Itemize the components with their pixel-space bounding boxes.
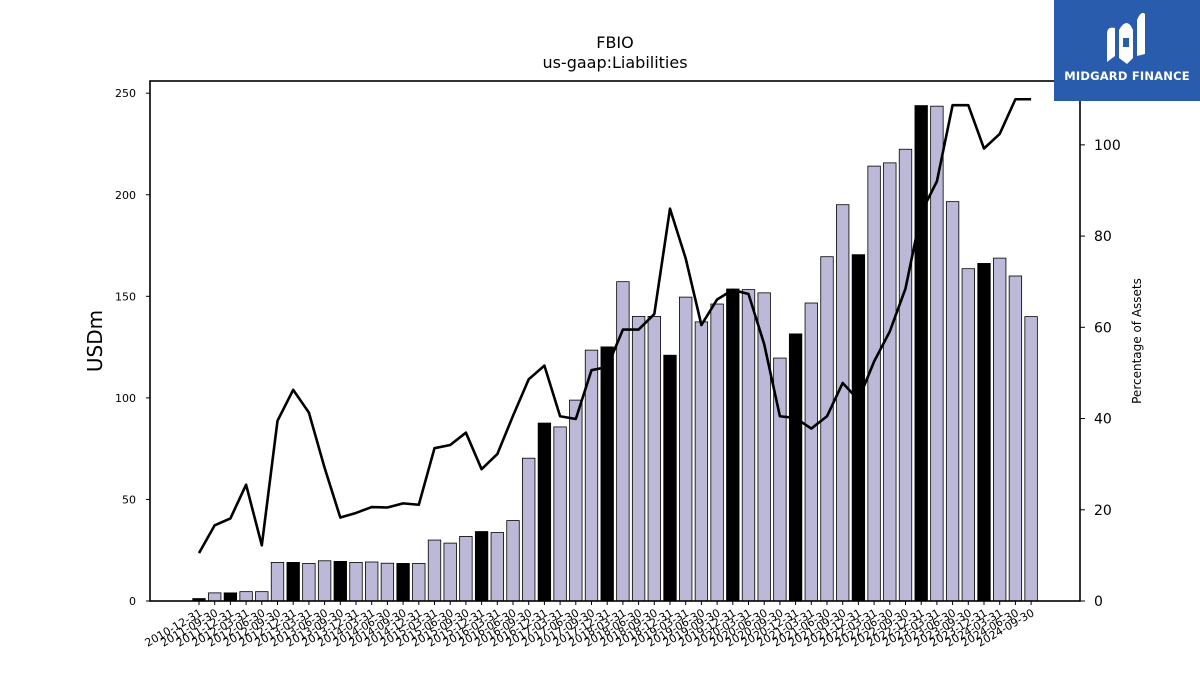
bar-2019-06-30 <box>694 321 709 602</box>
bar-2020-03-31 <box>741 289 756 602</box>
y2-tick-label: 40 <box>1094 412 1112 428</box>
y-tick-label: 50 <box>122 493 136 506</box>
bar-2011-12-31 <box>223 592 238 602</box>
bar-2015-06-30 <box>443 542 457 602</box>
brand-name: MIDGARD FINANCE <box>1064 69 1190 83</box>
bar-series <box>192 105 1038 602</box>
bar-2012-06-30 <box>255 591 269 602</box>
bar-2015-12-31 <box>474 531 489 602</box>
midgard-logo-icon <box>1107 12 1145 64</box>
bar-2024-09-30 <box>1024 316 1038 602</box>
bar-2022-03-31 <box>867 165 881 602</box>
bar-2022-06-30 <box>883 162 897 602</box>
left-axis-ticks: 0 50 100 150 200 250 <box>115 87 150 608</box>
chart-title: FBIO <box>596 33 634 52</box>
bar-2018-09-30 <box>647 316 661 602</box>
bar-2016-06-30 <box>506 520 520 602</box>
bar-2012-03-31 <box>239 591 253 602</box>
bar-2022-12-31 <box>914 105 928 602</box>
y-axis-label: USDm <box>83 310 107 372</box>
y-tick-label: 0 <box>129 595 136 608</box>
bar-2020-12-31 <box>788 333 803 602</box>
bar-2016-09-30 <box>522 457 536 602</box>
line-series <box>197 97 1032 554</box>
x-axis-ticks: 2010-12-312011-09-302011-12-312012-03-31… <box>143 601 1037 650</box>
bar-2014-06-30 <box>380 562 395 602</box>
bar-2014-03-31 <box>365 561 379 602</box>
bar-2012-12-31 <box>286 562 300 602</box>
bar-2013-09-30 <box>333 560 347 602</box>
bar-2014-09-30 <box>396 563 410 602</box>
bar-2012-09-30 <box>270 562 285 602</box>
right-axis-ticks: 0 20 40 60 80 100 <box>1080 138 1121 610</box>
y2-tick-label: 80 <box>1094 229 1112 245</box>
bar-2016-03-31 <box>490 532 504 602</box>
bar-2014-12-31 <box>412 563 426 602</box>
bar-2017-06-30 <box>569 399 583 602</box>
bar-2020-06-30 <box>757 292 771 602</box>
y2-tick-label: 100 <box>1094 138 1121 154</box>
y-tick-label: 100 <box>115 392 136 405</box>
bar-2023-12-31 <box>977 263 991 602</box>
bar-2019-12-31 <box>726 288 740 602</box>
bar-2021-12-31 <box>851 254 866 602</box>
bar-2023-06-30 <box>945 201 960 602</box>
y-tick-label: 150 <box>115 290 136 303</box>
bar-2018-12-31 <box>663 354 677 602</box>
bar-2023-09-30 <box>961 268 975 602</box>
y-tick-label: 250 <box>115 87 136 100</box>
bar-2017-03-31 <box>553 426 567 602</box>
plot-frame <box>149 80 1081 602</box>
y2-tick-label: 0 <box>1094 594 1103 610</box>
bar-2013-03-31 <box>302 563 316 602</box>
bar-2021-03-31 <box>804 302 818 602</box>
bar-2018-06-30 <box>631 316 646 602</box>
bar-2015-09-30 <box>459 536 473 602</box>
bar-2024-06-30 <box>1008 275 1023 602</box>
bar-2013-06-30 <box>317 560 332 602</box>
y-tick-label: 200 <box>115 189 136 202</box>
bar-2013-12-31 <box>349 562 363 602</box>
brand-logo: MIDGARD FINANCE <box>1054 0 1200 101</box>
bar-2015-03-31 <box>427 539 442 602</box>
bar-2021-06-30 <box>820 256 834 602</box>
bar-2011-09-30 <box>208 592 222 602</box>
bar-2022-09-30 <box>898 148 913 602</box>
percentage-of-assets-line <box>197 97 1032 554</box>
bar-2017-12-31 <box>600 346 614 602</box>
bar-2021-09-30 <box>836 204 850 602</box>
y2-tick-label: 60 <box>1094 320 1112 336</box>
y2-tick-label: 20 <box>1094 503 1112 519</box>
chart-subtitle: us-gaap:Liabilities <box>542 53 687 72</box>
y2-axis-label: Percentage of Assets <box>1130 278 1144 404</box>
bar-2019-03-31 <box>679 296 693 602</box>
bar-2016-12-31 <box>537 422 552 602</box>
bar-2024-03-31 <box>993 257 1007 602</box>
bar-2019-09-30 <box>710 303 724 602</box>
